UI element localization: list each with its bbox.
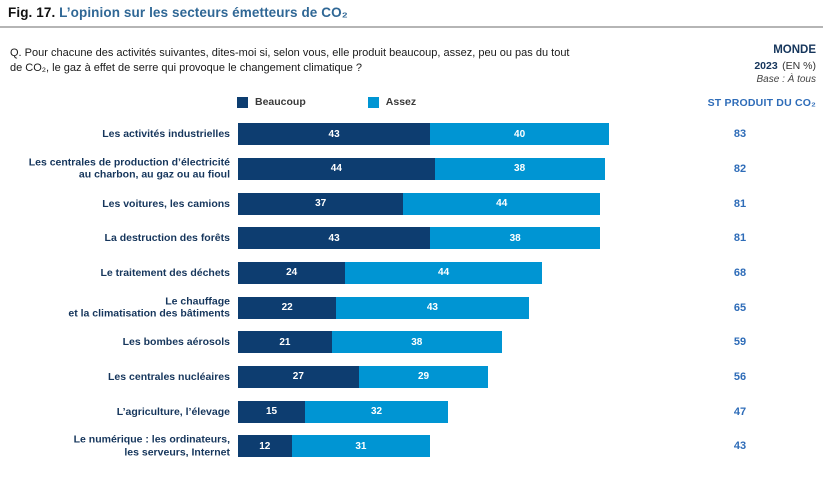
stacked-bar: 15 32 [238,400,449,423]
row-total: 47 [733,405,747,418]
bar-segment-beaucoup: 22 [238,296,337,319]
stacked-bar: 24 44 [238,261,542,284]
bar-segment-assez: 43 [336,296,529,319]
figure-title-text: L’opinion sur les secteurs émetteurs de … [59,5,348,20]
chart-row: La destruction des forêts 43 38 81 [0,221,823,256]
meta-block: MONDE 2023 (EN %) Base : À tous [754,44,816,87]
bar-segment-assez: 32 [305,400,449,423]
bar-segment-assez: 38 [434,157,605,180]
bar-segment-assez: 29 [358,365,489,388]
legend-label-assez: Assez [385,96,417,108]
bar-segment-beaucoup: 15 [238,400,306,423]
stacked-bar: 27 29 [238,365,489,388]
row-total: 83 [733,128,747,141]
st-column-header: ST PRODUIT DU CO₂ [707,97,816,109]
bar-segment-beaucoup: 37 [238,192,404,215]
unit-label: (EN %) [782,59,816,72]
chart-row: Le chauffage et la climatisation des bât… [0,290,823,325]
row-total: 43 [733,440,747,453]
survey-question: Q. Pour chacune des activités suivantes,… [10,47,570,74]
row-label: Les centrales nucléaires [108,370,230,383]
bar-segment-assez: 38 [331,331,502,354]
bar-segment-beaucoup: 27 [238,365,359,388]
chart-row: Les centrales nucléaires 27 29 56 [0,360,823,395]
bar-segment-beaucoup: 12 [238,435,292,458]
region-label: MONDE [773,44,816,56]
legend-label-beaucoup: Beaucoup [255,96,306,108]
bar-segment-assez: 38 [430,227,601,250]
row-label: La destruction des forêts [104,232,230,245]
stacked-bar: 44 38 [238,157,605,180]
stacked-bar: 37 44 [238,192,601,215]
chart-row: L’agriculture, l’élevage 15 32 47 [0,394,823,429]
legend: Beaucoup Assez [237,96,478,108]
row-label: Les voitures, les camions [102,197,230,210]
chart-row: Les activités industrielles 43 40 83 [0,117,823,152]
bar-segment-assez: 44 [345,261,542,284]
stacked-bar: 22 43 [238,296,529,319]
bar-segment-assez: 31 [291,435,431,458]
figure-title: Fig. 17. L’opinion sur les secteurs émet… [8,5,348,20]
bar-segment-beaucoup: 44 [238,157,435,180]
chart-rows: Les activités industrielles 43 40 83 Les cen… [0,117,823,464]
row-total: 56 [733,370,747,383]
legend-item-assez: Assez [367,96,417,108]
chart-row: Les centrales de production d’électricit… [0,152,823,187]
stacked-bar: 12 31 [238,435,431,458]
title-divider [0,26,823,28]
base-label: Base : À tous [756,74,816,85]
stacked-bar: 21 38 [238,331,502,354]
chart-row: Les voitures, les camions 37 44 81 [0,186,823,221]
year-label: 2023 [754,59,778,72]
row-label: L’agriculture, l’élevage [116,405,230,418]
bar-segment-beaucoup: 24 [238,261,346,284]
row-total: 81 [733,197,747,210]
bar-segment-assez: 40 [430,123,609,146]
row-total: 59 [733,336,747,349]
bar-segment-beaucoup: 43 [238,123,431,146]
chart-row: Le numérique : les ordinateurs, les serv… [0,429,823,464]
row-label: Les centrales de production d’électricit… [28,156,230,181]
bar-segment-beaucoup: 21 [238,331,332,354]
row-label: Les bombes aérosols [122,336,230,349]
chart-row: Le traitement des déchets 24 44 68 [0,256,823,291]
legend-swatch-assez [367,96,379,108]
bar-segment-beaucoup: 43 [238,227,431,250]
figure-number: Fig. 17. [8,5,56,20]
bar-segment-assez: 44 [403,192,601,215]
row-label: Le chauffage et la climatisation des bât… [68,295,230,320]
chart-row: Les bombes aérosols 21 38 59 [0,325,823,360]
row-total: 68 [733,266,747,279]
row-total: 82 [733,162,747,175]
stacked-bar: 43 38 [238,227,601,250]
row-total: 65 [733,301,747,314]
stacked-bar: 43 40 [238,123,609,146]
legend-item-beaucoup: Beaucoup [237,96,306,108]
row-total: 81 [733,232,747,245]
row-label: Les activités industrielles [102,128,230,141]
legend-swatch-beaucoup [237,96,248,108]
row-label: Le traitement des déchets [100,266,230,279]
row-label: Le numérique : les ordinateurs, les serv… [73,433,230,459]
